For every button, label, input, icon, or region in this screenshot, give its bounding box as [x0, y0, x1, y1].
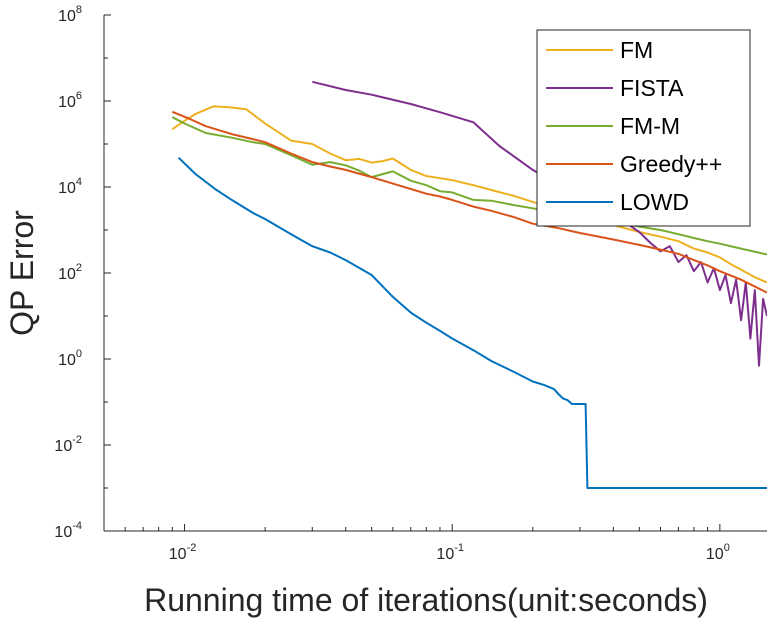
y-tick-exponent: -2	[72, 434, 82, 446]
y-tick-label: 100	[58, 348, 82, 369]
y-tick-exponent: -4	[72, 520, 82, 532]
y-tick-exponent: 4	[76, 176, 82, 188]
legend-label-lowd: LOWD	[620, 189, 689, 215]
x-tick-label: 10-1	[436, 542, 464, 563]
series-line-greedy-	[171, 110, 767, 294]
y-tick-base: 10	[54, 438, 72, 455]
legend-label-fm-m: FM-M	[620, 113, 680, 139]
y-tick-base: 10	[54, 524, 72, 541]
legend-label-greedy-: Greedy++	[620, 151, 722, 177]
y-tick-exponent: 8	[76, 4, 82, 16]
legend-box	[536, 29, 751, 227]
x-tick-exponent: -2	[187, 542, 197, 554]
series-line-fista	[312, 80, 767, 367]
axes-frame	[103, 15, 767, 532]
y-tick-label: 10-2	[54, 434, 82, 455]
plot-series	[171, 80, 767, 489]
x-tick-exponent: 0	[724, 542, 730, 554]
y-tick-base: 10	[58, 94, 76, 111]
x-tick-label: 100	[706, 542, 730, 563]
x-tick-exponent: -1	[454, 542, 464, 554]
y-tick-exponent: 0	[76, 348, 82, 360]
legend: FM FISTA FM-M Greedy++ LOWD	[536, 29, 751, 227]
y-tick-label: 108	[58, 4, 82, 25]
x-tick-label: 10-2	[169, 542, 197, 563]
legend-label-fm: FM	[620, 37, 653, 63]
x-tick-base: 10	[706, 546, 724, 563]
x-tick-base: 10	[169, 546, 187, 563]
y-tick-label: 102	[58, 262, 82, 283]
y-tick-label: 106	[58, 90, 82, 111]
y-tick-exponent: 6	[76, 90, 82, 102]
y-tick-base: 10	[58, 352, 76, 369]
y-tick-base: 10	[58, 180, 76, 197]
series-line-fm-m	[171, 116, 767, 256]
series-line-lowd	[177, 156, 767, 489]
x-tick-base: 10	[436, 546, 454, 563]
series-line-fm	[171, 105, 767, 284]
y-axis-label: QP Error	[4, 210, 40, 336]
y-tick-base: 10	[58, 8, 76, 25]
x-axis-label: Running time of iterations(unit:seconds)	[144, 582, 708, 618]
y-tick-label: 10-4	[54, 520, 82, 541]
y-tick-base: 10	[58, 266, 76, 283]
y-tick-label: 104	[58, 176, 82, 197]
y-tick-exponent: 2	[76, 262, 82, 274]
legend-label-fista: FISTA	[620, 75, 684, 101]
